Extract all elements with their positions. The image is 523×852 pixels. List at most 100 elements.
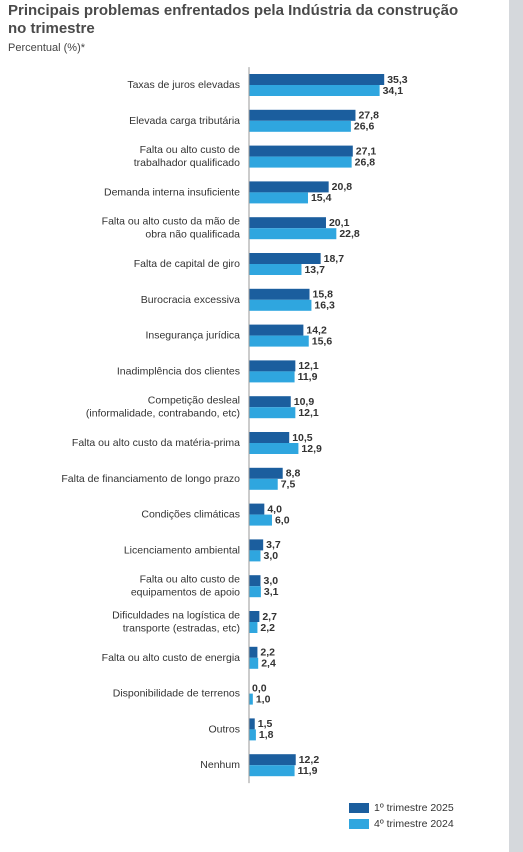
value-label: 16,3 — [314, 300, 335, 312]
value-label: 1,5 — [258, 718, 273, 730]
value-label: 3,1 — [264, 586, 279, 598]
value-label: 1,0 — [256, 693, 271, 705]
category-label: Taxas de juros elevadas — [127, 79, 240, 91]
bar — [249, 503, 265, 515]
chart: Taxas de juros elevadas 35,334,1 Elevada c… — [61, 67, 454, 830]
bar — [249, 443, 299, 454]
category-label: Demanda interna insuficiente — [104, 186, 240, 198]
bar — [249, 228, 337, 240]
category-label: Falta de financiamento de longo prazo — [61, 473, 240, 485]
category-label: Nenhum — [200, 759, 240, 771]
value-label: 15,4 — [311, 192, 332, 204]
bar — [249, 657, 259, 669]
category-label: Insegurança jurídica — [145, 329, 240, 341]
bar — [249, 109, 356, 121]
value-label: 1,8 — [259, 729, 274, 741]
bar — [249, 407, 296, 419]
legend-swatch — [349, 803, 369, 813]
bar — [249, 586, 261, 598]
value-label: 2,2 — [260, 647, 275, 659]
category-label-line: Falta ou alto custo da mão de — [102, 215, 240, 227]
bar — [249, 335, 309, 347]
bar — [249, 74, 385, 85]
bar — [249, 729, 256, 741]
bar — [249, 156, 352, 168]
bar — [249, 360, 296, 372]
bar — [249, 611, 260, 622]
bar — [249, 371, 295, 383]
category-label-line: Disponibilidade de terrenos — [113, 687, 240, 699]
value-label: 6,0 — [275, 514, 290, 526]
bar — [249, 575, 261, 587]
bar — [249, 85, 380, 96]
category-label: Falta ou alto custo da mão de obra não qu… — [102, 215, 240, 240]
category-label-line: Falta ou alto custo da matéria-prima — [72, 437, 240, 449]
value-label: 20,8 — [332, 181, 353, 193]
value-label: 34,1 — [383, 85, 404, 97]
bar — [249, 646, 258, 658]
category-label-line: transporte (estradas, etc) — [123, 622, 240, 634]
value-label: 15,8 — [313, 289, 334, 301]
value-label: 0,0 — [252, 682, 267, 694]
category-label: Falta de capital de giro — [134, 258, 240, 270]
category-label-line: Demanda interna insuficiente — [104, 186, 240, 198]
category-label-line: obra não qualificada — [145, 228, 240, 240]
chart-title: Principais problemas enfrentados pela In… — [8, 2, 459, 37]
category-label: Dificuldades na logística de transporte (… — [112, 609, 240, 634]
value-label: 20,1 — [329, 217, 350, 229]
value-label: 4,0 — [267, 503, 282, 515]
category-label: Competição desleal (informalidade, contra… — [86, 394, 240, 419]
category-label-line: Insegurança jurídica — [145, 329, 240, 341]
category-label: Elevada carga tributária — [129, 115, 240, 127]
bar — [249, 253, 321, 264]
category-label-line: trabalhador qualificado — [134, 157, 240, 169]
bar — [249, 693, 253, 705]
bar — [249, 467, 283, 479]
value-label: 13,7 — [304, 264, 325, 276]
bar — [249, 754, 296, 766]
value-label: 15,6 — [312, 335, 333, 347]
bar — [249, 217, 326, 229]
category-label-line: Elevada carga tributária — [129, 115, 240, 127]
value-label: 18,7 — [324, 253, 345, 265]
category-label-line: Licenciamento ambiental — [124, 544, 240, 556]
value-label: 11,9 — [298, 371, 318, 383]
value-label: 22,8 — [339, 228, 360, 240]
category-label-line: Falta ou alto custo de — [140, 573, 241, 585]
bar — [249, 120, 351, 132]
bar — [249, 514, 272, 526]
bar — [249, 324, 304, 336]
chart-subtitle: Percentual (%)* — [8, 42, 86, 54]
legend-label: 1º trimestre 2025 — [374, 802, 454, 814]
category-label-line: Falta ou alto custo de — [140, 144, 241, 156]
bar — [249, 765, 295, 777]
value-label: 12,1 — [298, 407, 319, 419]
category-label: Condições climáticas — [141, 508, 240, 520]
value-label: 12,9 — [301, 443, 322, 455]
category-label: Falta ou alto custo de equipamentos de ap… — [131, 573, 240, 598]
bar — [249, 288, 310, 300]
category-label-line: Taxas de juros elevadas — [127, 79, 240, 91]
category-label-line: Burocracia excessiva — [141, 294, 240, 306]
value-label: 12,2 — [299, 754, 320, 766]
value-label: 11,9 — [298, 765, 318, 777]
category-label-line: Outros — [208, 723, 240, 735]
value-label: 2,7 — [262, 611, 277, 623]
legend-label: 4º trimestre 2024 — [374, 818, 454, 830]
bar — [249, 432, 290, 443]
value-label: 3,7 — [266, 539, 281, 551]
category-label-line: Competição desleal — [148, 394, 240, 406]
bar — [249, 192, 308, 204]
value-label: 3,0 — [263, 575, 278, 587]
category-label: Inadimplência dos clientes — [117, 365, 240, 377]
bar — [249, 264, 302, 275]
category-label-line: (informalidade, contrabando, etc) — [86, 407, 240, 419]
bar — [249, 550, 261, 562]
bar — [249, 539, 264, 551]
category-label: Falta ou alto custo de trabalhador qualif… — [134, 144, 240, 169]
category-label: Falta ou alto custo de energia — [102, 652, 241, 664]
category-label-line: Nenhum — [200, 759, 240, 771]
value-label: 8,8 — [286, 468, 301, 480]
category-label-line: Inadimplência dos clientes — [117, 365, 240, 377]
